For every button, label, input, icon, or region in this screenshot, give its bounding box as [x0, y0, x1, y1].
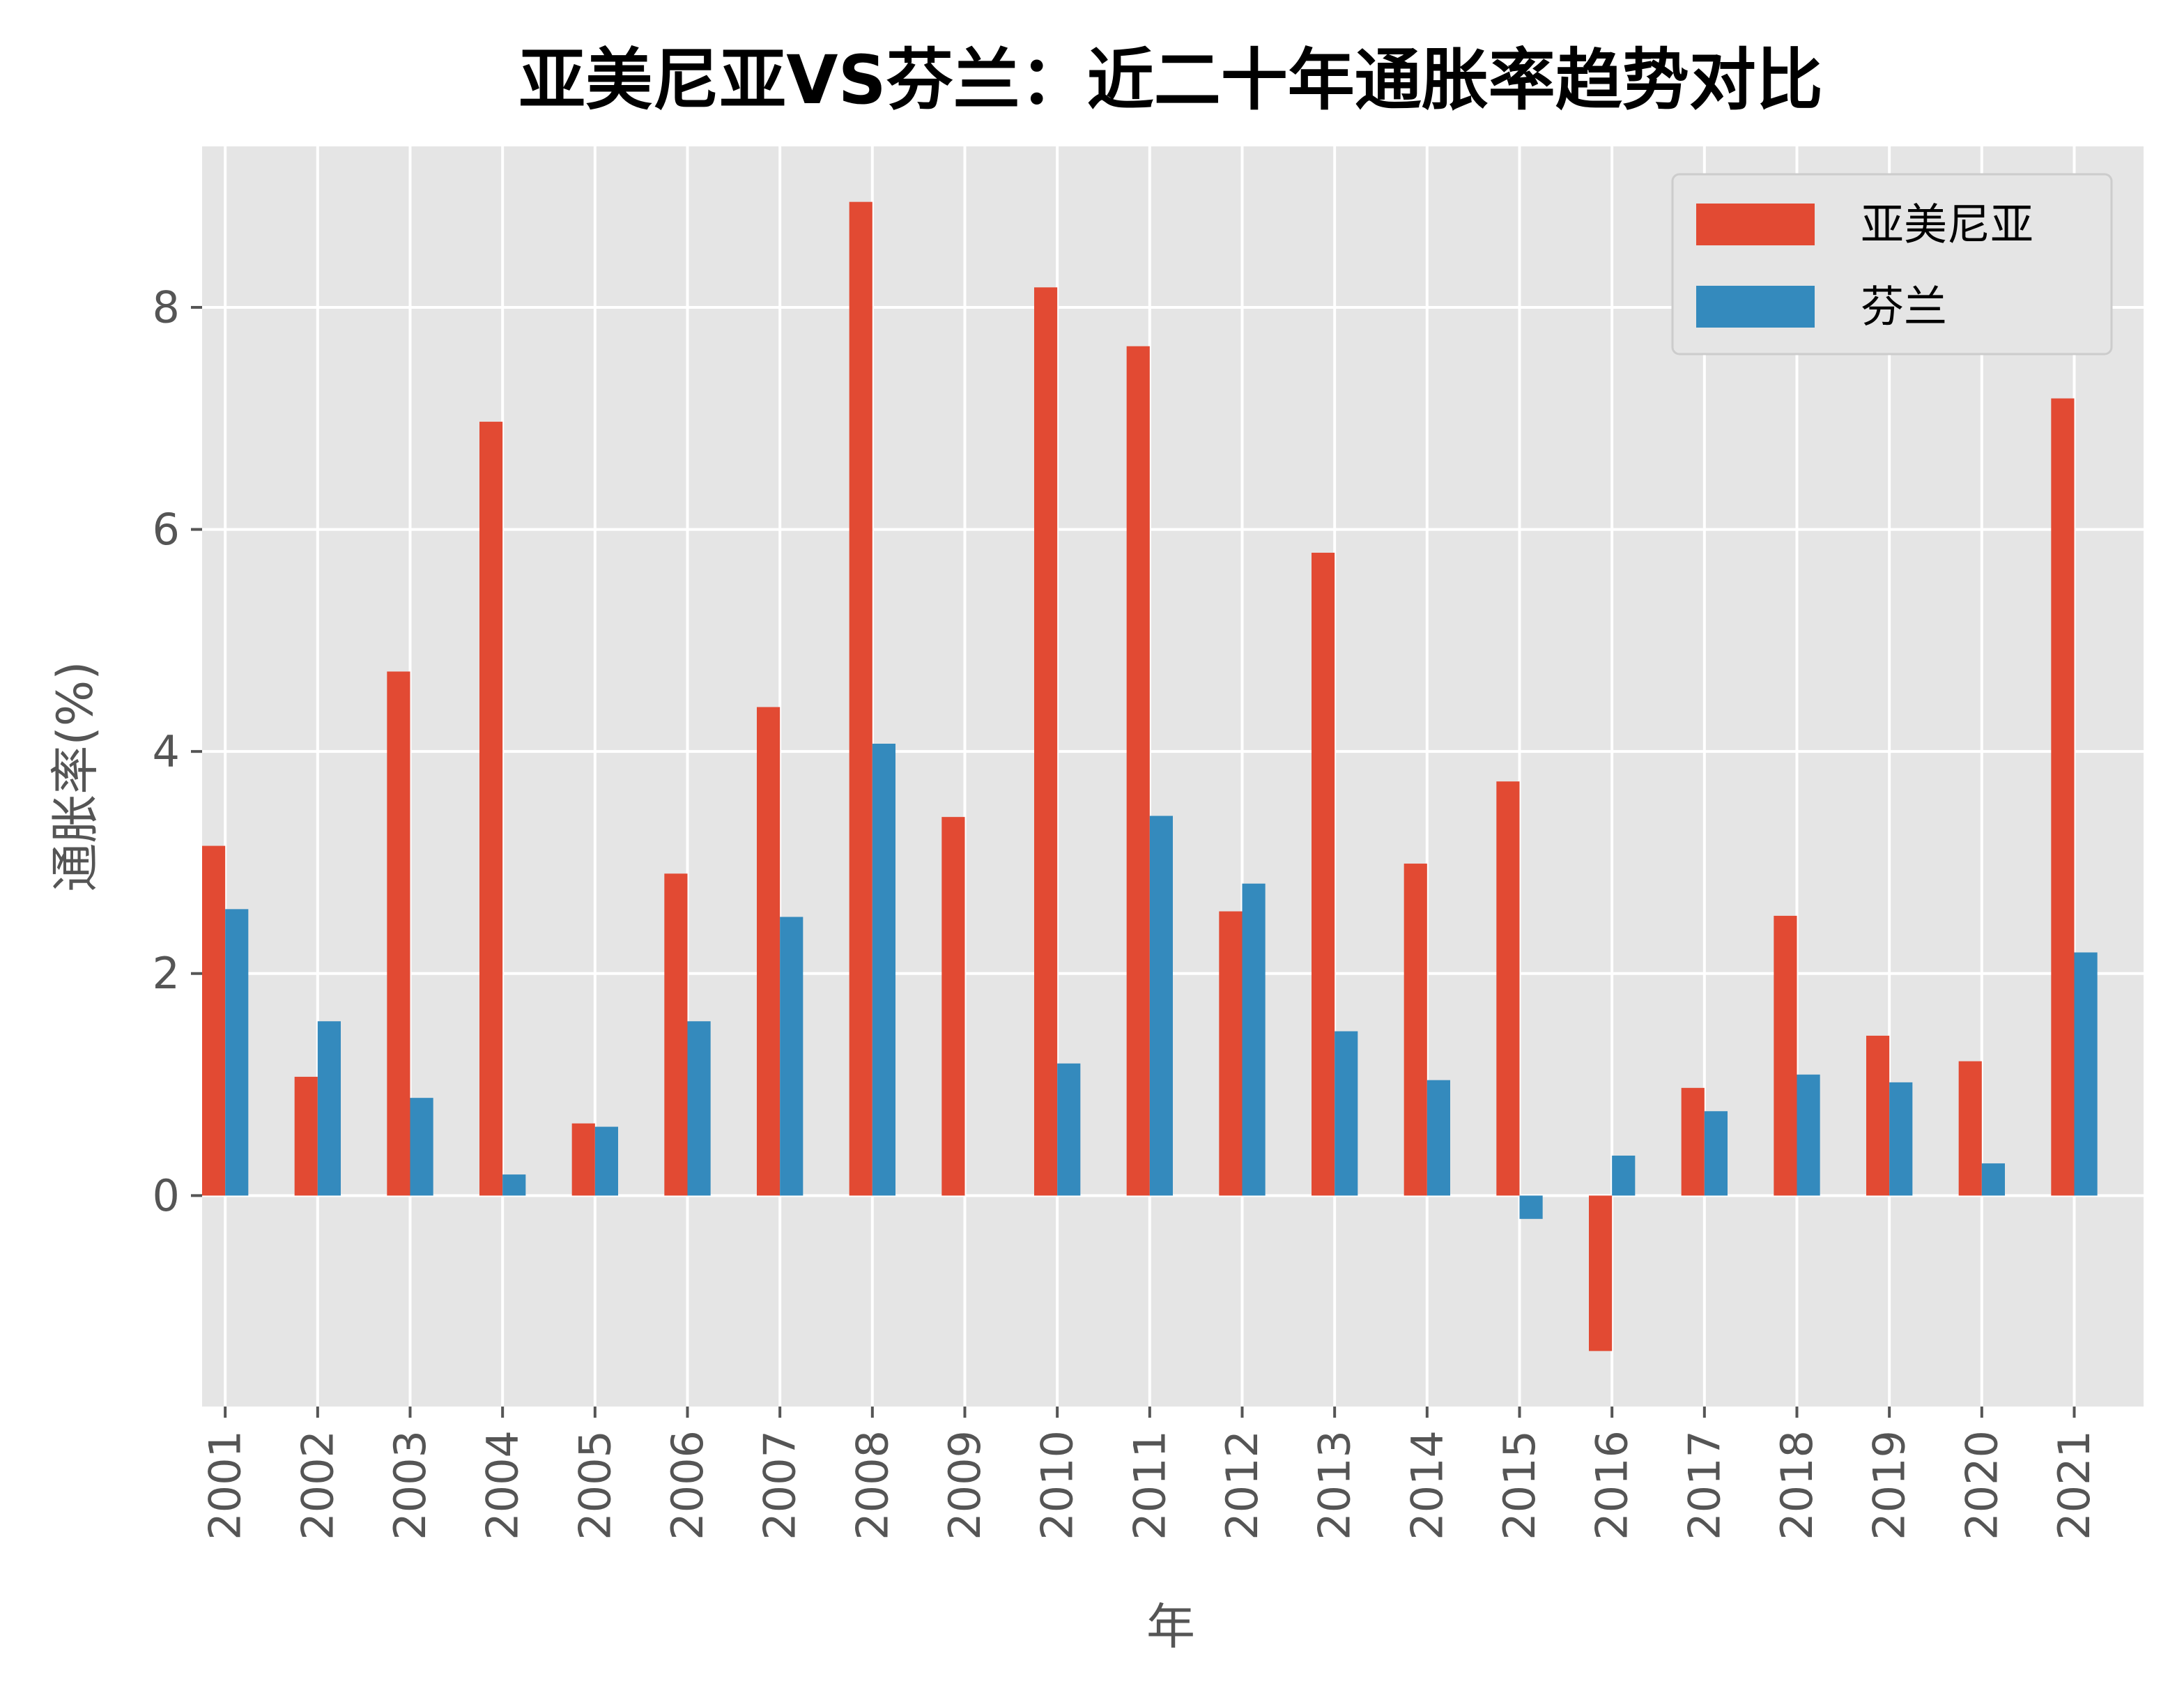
bar-armenia-2006 — [664, 873, 688, 1196]
x-tick-label: 2005 — [569, 1430, 620, 1540]
bar-finland-2016 — [1612, 1155, 1636, 1196]
y-tick-label: 6 — [153, 504, 180, 555]
bar-finland-2008 — [872, 744, 895, 1196]
bar-armenia-2015 — [1496, 781, 1520, 1196]
bar-armenia-2008 — [849, 201, 872, 1196]
bar-armenia-2002 — [294, 1076, 318, 1196]
x-tick-label: 2019 — [1864, 1430, 1915, 1540]
bar-armenia-2020 — [1958, 1061, 1982, 1196]
x-tick-label: 2016 — [1587, 1430, 1638, 1540]
legend-label: 芬兰 — [1861, 282, 1947, 332]
bar-finland-2014 — [1426, 1080, 1450, 1196]
bar-finland-2001 — [225, 909, 249, 1196]
x-axis-ticks: 2001 2002 2003 2004 2005 2006 2007 2008 2009 2010… — [200, 1407, 2100, 1540]
bar-finland-2018 — [1797, 1074, 1820, 1196]
bar-finland-2017 — [1704, 1111, 1728, 1196]
bar-finland-2012 — [1242, 883, 1266, 1196]
x-tick-label: 2002 — [292, 1430, 343, 1540]
bar-armenia-2010 — [1034, 287, 1058, 1196]
bar-armenia-2007 — [757, 707, 780, 1196]
x-tick-label: 2011 — [1124, 1430, 1175, 1540]
bar-finland-2013 — [1335, 1031, 1358, 1196]
x-tick-label: 2018 — [1771, 1430, 1822, 1540]
y-tick-label: 4 — [153, 726, 180, 777]
legend-label: 亚美尼亚 — [1861, 199, 2033, 250]
bar-armenia-2013 — [1312, 553, 1335, 1196]
bar-finland-2005 — [594, 1126, 618, 1196]
bar-finland-2021 — [2074, 952, 2098, 1196]
bar-finland-2019 — [1889, 1082, 1913, 1196]
bar-armenia-2005 — [571, 1123, 595, 1196]
x-tick-label: 2007 — [755, 1430, 806, 1540]
y-tick-label: 8 — [153, 282, 180, 332]
bar-armenia-2014 — [1404, 864, 1427, 1196]
bar-armenia-2019 — [1866, 1035, 1890, 1196]
x-tick-label: 2015 — [1494, 1430, 1545, 1540]
bar-finland-2002 — [317, 1021, 341, 1196]
y-axis-ticks: 0 2 4 6 8 — [153, 282, 202, 1221]
x-tick-label: 2003 — [385, 1430, 436, 1540]
x-tick-label: 2004 — [477, 1430, 528, 1540]
bar-armenia-2016 — [1589, 1195, 1613, 1351]
bar-armenia-2011 — [1126, 346, 1150, 1196]
bar-armenia-2017 — [1681, 1087, 1705, 1196]
bar-finland-2015 — [1519, 1195, 1543, 1219]
x-tick-label: 2001 — [200, 1430, 251, 1540]
bar-finland-2004 — [502, 1174, 526, 1196]
y-axis-label: 通胀率(%) — [47, 661, 104, 891]
bar-armenia-2003 — [387, 671, 410, 1196]
x-tick-label: 2017 — [1679, 1430, 1730, 1540]
x-tick-label: 2008 — [847, 1430, 898, 1540]
bar-armenia-2001 — [202, 845, 226, 1196]
legend-swatch — [1696, 204, 1815, 245]
bar-finland-2010 — [1057, 1063, 1081, 1196]
bar-finland-2003 — [410, 1098, 433, 1196]
bar-armenia-2021 — [2051, 398, 2075, 1196]
bar-finland-2007 — [780, 917, 803, 1196]
chart-title: 亚美尼亚VS芬兰：近二十年通胀率趋势对比 — [518, 41, 1822, 119]
bars — [202, 201, 2098, 1351]
bar-finland-2011 — [1149, 815, 1173, 1196]
y-tick-label: 0 — [153, 1170, 180, 1221]
x-tick-label: 2020 — [1956, 1430, 2007, 1540]
x-tick-label: 2010 — [1032, 1430, 1083, 1540]
bar-armenia-2009 — [941, 817, 965, 1196]
bar-armenia-2004 — [479, 422, 503, 1196]
x-tick-label: 2021 — [2049, 1430, 2100, 1540]
legend-swatch — [1696, 286, 1815, 328]
bar-armenia-2018 — [1774, 915, 1797, 1196]
x-tick-label: 2012 — [1217, 1430, 1268, 1540]
bar-armenia-2012 — [1219, 911, 1243, 1196]
bar-finland-2020 — [1981, 1163, 2005, 1196]
x-axis-label: 年 — [1146, 1598, 1195, 1655]
x-tick-label: 2014 — [1401, 1430, 1452, 1540]
x-tick-label: 2006 — [662, 1430, 713, 1540]
bar-finland-2006 — [687, 1021, 711, 1196]
y-tick-label: 2 — [153, 948, 180, 999]
x-tick-label: 2013 — [1309, 1430, 1360, 1540]
x-tick-label: 2009 — [939, 1430, 990, 1540]
